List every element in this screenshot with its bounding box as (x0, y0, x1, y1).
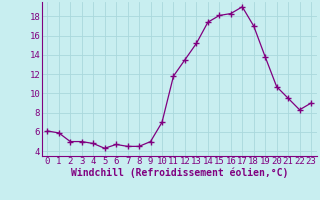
X-axis label: Windchill (Refroidissement éolien,°C): Windchill (Refroidissement éolien,°C) (70, 168, 288, 178)
